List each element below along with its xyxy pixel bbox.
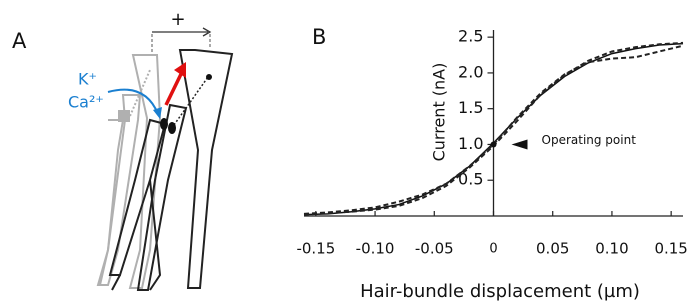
y-tick-label: 2.0 (458, 62, 483, 81)
channel (160, 118, 168, 130)
tip-link-anchor (206, 74, 212, 80)
page: A + K⁺ Ca²⁺ B Hair-bund (0, 0, 699, 305)
operating-point (491, 141, 497, 147)
annotation-arrow (512, 139, 528, 149)
x-tick-label: 0.05 (536, 240, 569, 258)
ion-label: K⁺ (78, 70, 97, 89)
y-tick-label: 1.0 (458, 134, 483, 153)
y-axis-label: Current (nA) (430, 63, 449, 162)
bundle-deflected (110, 50, 232, 290)
ion-label: Ca²⁺ (68, 93, 104, 112)
x-tick-label: -0.10 (356, 240, 395, 258)
y-tick-label: 1.5 (458, 98, 483, 117)
annotation: Operating point (542, 133, 637, 147)
force-arrow (166, 72, 182, 105)
x-tick-label: 0.10 (595, 240, 628, 258)
panel-label: A (12, 29, 27, 53)
y-tick-label: 2.5 (458, 27, 483, 46)
x-axis-label: Hair-bundle displacement (µm) (360, 281, 640, 302)
ion-flow-arrow (108, 90, 158, 114)
figure: A + K⁺ Ca²⁺ B Hair-bund (0, 0, 699, 305)
direction-label: + (170, 9, 185, 30)
panel-label: B (312, 25, 326, 49)
x-tick-label: 0 (489, 242, 497, 257)
x-tick-label: -0.15 (296, 240, 335, 258)
channel (168, 122, 176, 134)
x-tick-label: 0.15 (654, 240, 687, 258)
x-tick-label: -0.05 (415, 240, 454, 258)
panel-a: A + K⁺ Ca²⁺ (12, 9, 232, 290)
